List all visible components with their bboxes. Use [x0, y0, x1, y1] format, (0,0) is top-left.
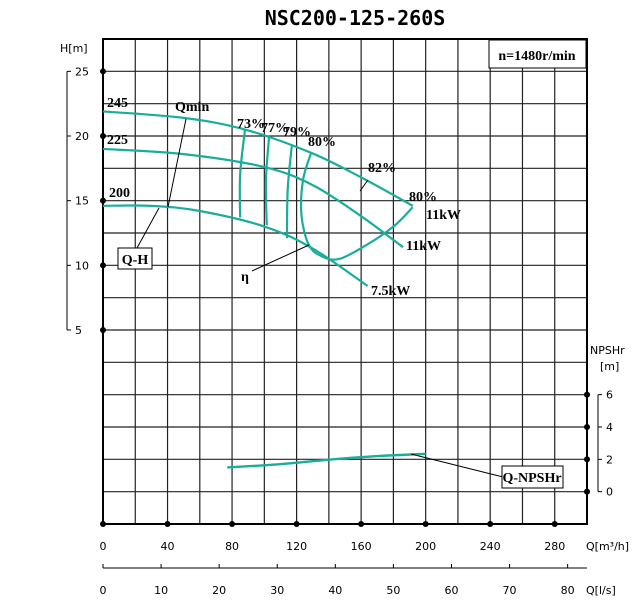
qh-label: Q-H [122, 253, 149, 268]
qmin-label: Qmin [175, 100, 209, 115]
y-tick-dot [100, 68, 106, 75]
curves [102, 110, 426, 469]
x-tick-dot [551, 521, 558, 527]
curve-label-245: 245 [107, 96, 128, 111]
power-label-245: 11kW [426, 208, 461, 223]
efficiency-curve-77 [264, 135, 271, 226]
eff-label-80-left: 80% [308, 135, 336, 150]
y-tick-label: 25 [75, 65, 89, 78]
y-tick-dot [100, 327, 106, 333]
qh-box [117, 247, 153, 270]
x-tick-label: 200 [415, 540, 436, 553]
npsh-curve [227, 452, 426, 469]
x-tick-label: 120 [286, 540, 307, 553]
y-tick-dot [100, 133, 106, 139]
x-tick-dot [487, 521, 494, 527]
chart-title: NSC200-125-260S [265, 6, 446, 30]
x-tick-label: 0 [100, 540, 107, 553]
efficiency-curve-73 [238, 129, 247, 218]
x2-tick-label: 70 [503, 584, 517, 597]
eff-label-82: 82% [368, 161, 396, 176]
eta-leader [251, 244, 310, 272]
y-axis-label: H[m] [60, 42, 88, 55]
x-tick-label: 160 [351, 540, 372, 553]
head-curve-245 [102, 110, 414, 207]
head-curve-200 [102, 204, 369, 287]
x-tick-label: 40 [161, 540, 175, 553]
x2-axis-label: Q[l/s] [586, 584, 616, 597]
efficiency-curve-79 [285, 146, 293, 239]
power-label-200: 7.5kW [371, 284, 410, 299]
x-tick-label: 280 [544, 540, 565, 553]
speed-box [488, 39, 587, 69]
qmin-leader [167, 118, 187, 208]
y-tick-label: 5 [75, 324, 82, 337]
grid [102, 38, 588, 525]
x-tick-dot [164, 521, 171, 527]
x2-tick-label: 80 [561, 584, 575, 597]
qh-leader [136, 207, 160, 249]
curve-label-225: 225 [107, 133, 128, 148]
eff-label-73: 73% [237, 117, 265, 132]
x-tick-label: 80 [225, 540, 239, 553]
plot-border [102, 38, 588, 525]
y-tick-label: 10 [75, 259, 89, 272]
power-label-225: 11kW [406, 239, 441, 254]
y-tick-label: 15 [75, 195, 89, 208]
qnpsh-leader [410, 453, 504, 478]
x2-tick-label: 30 [270, 584, 284, 597]
curve-label-200: 200 [109, 186, 130, 201]
y2-axis-unit: [m] [600, 360, 619, 373]
x-tick-dot [100, 521, 106, 527]
y2-tick-label: 6 [606, 389, 613, 402]
head-curve-225 [102, 147, 404, 249]
y-tick-label: 20 [75, 130, 89, 143]
x2-tick-label: 60 [444, 584, 458, 597]
x2-tick-label: 40 [328, 584, 342, 597]
eta-label: η [241, 270, 249, 285]
qnpsh-label: Q-NPSHr [502, 471, 561, 486]
y2-tick-label: 2 [606, 453, 613, 466]
y2-tick-dot [584, 456, 590, 463]
y-tick-dot [100, 262, 106, 269]
y-tick-dot [100, 197, 106, 204]
y2-tick-dot [584, 391, 590, 398]
x2-tick-label: 50 [386, 584, 400, 597]
x-tick-dot [358, 521, 365, 527]
qnpsh-box [501, 465, 564, 489]
eff-label-77: 77% [261, 121, 289, 136]
x-tick-dot [229, 521, 236, 527]
x-tick-label: 240 [480, 540, 501, 553]
eff-label-80-right: 80% [409, 190, 437, 205]
x2-tick-label: 10 [154, 584, 168, 597]
eff-label-79: 79% [283, 125, 311, 140]
x2-tick-label: 0 [100, 584, 107, 597]
x-tick-dot [422, 521, 429, 527]
speed-label: n=1480r/min [498, 49, 575, 64]
eff-82-leader [359, 179, 369, 192]
y2-tick-label: 0 [606, 486, 613, 499]
x-axis-label: Q[m³/h] [586, 540, 629, 553]
y2-tick-dot [584, 488, 590, 495]
y2-axis-label: NPSHr [590, 344, 625, 357]
x-tick-dot [293, 521, 300, 527]
efficiency-curve-80 [299, 152, 414, 261]
y2-tick-label: 4 [606, 421, 613, 434]
y2-tick-dot [584, 424, 590, 430]
x2-tick-label: 20 [212, 584, 226, 597]
